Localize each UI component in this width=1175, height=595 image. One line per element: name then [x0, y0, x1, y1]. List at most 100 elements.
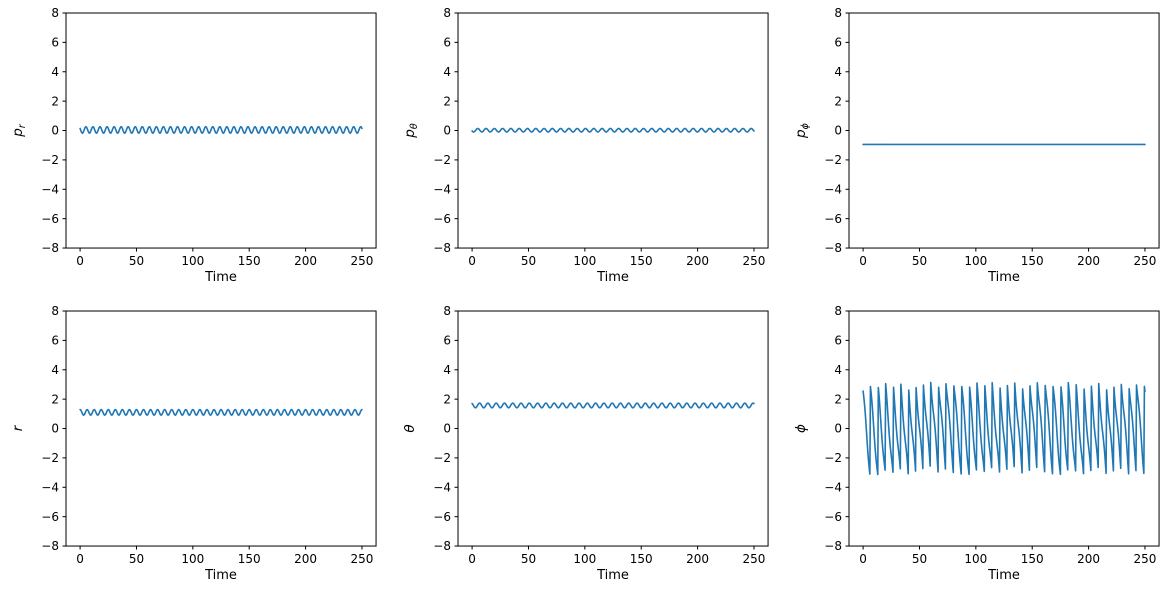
y-tick-label: 8 [51, 6, 59, 20]
y-tick-label: −2 [433, 153, 451, 167]
axes-frame [848, 12, 1160, 249]
x-tick-label: 150 [238, 552, 261, 566]
x-tick-label: 250 [1134, 552, 1157, 566]
x-tick-label: 200 [686, 552, 709, 566]
x-tick-label: 200 [1077, 254, 1100, 268]
y-tick-label: 6 [443, 333, 451, 347]
y-tick-label: 6 [835, 333, 843, 347]
y-axis-label: pθ [402, 123, 420, 139]
x-tick-label: 0 [468, 254, 476, 268]
x-tick-label: 50 [520, 254, 535, 268]
y-tick-label: 0 [51, 124, 59, 138]
y-tick-label: 2 [51, 94, 59, 108]
y-tick-label: −6 [433, 509, 451, 523]
series-line-r [79, 408, 363, 416]
subplot-phi: −8 −6 −4 −2 0 2 4 6 8 0 50 100 150 200 250 Time ϕ [783, 298, 1175, 595]
y-tick-label: 2 [51, 392, 59, 406]
subplot-canvas-theta: −8 −6 −4 −2 0 2 4 6 8 0 50 100 150 200 250 Time θ [402, 304, 769, 583]
y-tick-label: −2 [825, 451, 843, 465]
x-tick-label: 250 [1134, 254, 1157, 268]
y-tick-label: 4 [835, 65, 843, 79]
y-tick-label: −4 [41, 182, 59, 196]
x-tick-label: 100 [965, 552, 988, 566]
x-tick-label: 0 [468, 552, 476, 566]
y-axis-label: θ [402, 424, 418, 432]
subplot-canvas-p_r: −8 −6 −4 −2 0 2 4 6 8 0 50 100 150 200 250 Time pr [10, 6, 377, 285]
axes-frame [65, 310, 377, 547]
x-axis-label: Time [596, 568, 629, 583]
y-tick-label: 6 [443, 36, 451, 50]
x-tick-label: 200 [294, 254, 317, 268]
y-tick-label: 4 [443, 363, 451, 377]
y-tick-label: −4 [433, 182, 451, 196]
y-tick-label: −8 [825, 241, 843, 255]
y-tick-label: 4 [51, 363, 59, 377]
subplot-p_phi: −8 −6 −4 −2 0 2 4 6 8 0 50 100 150 200 250 Time pϕ [783, 0, 1175, 298]
y-tick-label: 8 [443, 6, 451, 20]
y-tick-label: −8 [825, 539, 843, 553]
y-tick-label: 4 [835, 363, 843, 377]
axes-frame [457, 310, 769, 547]
y-tick-label: −8 [41, 539, 59, 553]
y-tick-label: −4 [825, 182, 843, 196]
y-axis-label: ϕ [793, 424, 809, 433]
x-tick-label: 150 [238, 254, 261, 268]
y-tick-label: 6 [51, 36, 59, 50]
y-tick-label: 8 [835, 304, 843, 318]
series-line-phi [862, 381, 1147, 475]
y-tick-label: −6 [825, 212, 843, 226]
x-axis-label: Time [596, 270, 629, 285]
x-tick-label: 100 [965, 254, 988, 268]
x-tick-label: 50 [912, 552, 927, 566]
y-tick-label: −6 [41, 509, 59, 523]
y-tick-label: 8 [443, 304, 451, 318]
x-tick-label: 50 [520, 552, 535, 566]
y-tick-label: −4 [41, 480, 59, 494]
x-tick-label: 200 [686, 254, 709, 268]
y-axis-label: r [10, 424, 26, 431]
y-tick-label: −2 [41, 153, 59, 167]
x-tick-label: 250 [351, 552, 374, 566]
y-tick-label: −2 [433, 451, 451, 465]
series-line-p_r [79, 125, 363, 134]
subplot-p_theta: −8 −6 −4 −2 0 2 4 6 8 0 50 100 150 200 250 Time pθ [392, 0, 784, 298]
x-tick-label: 250 [742, 254, 765, 268]
y-tick-label: −2 [41, 451, 59, 465]
y-tick-label: 2 [443, 392, 451, 406]
subplot-canvas-p_theta: −8 −6 −4 −2 0 2 4 6 8 0 50 100 150 200 250 Time pθ [402, 6, 769, 285]
x-tick-label: 0 [76, 254, 84, 268]
y-tick-label: −8 [433, 539, 451, 553]
x-tick-label: 50 [129, 552, 144, 566]
x-tick-label: 0 [76, 552, 84, 566]
y-tick-label: 8 [835, 6, 843, 20]
x-axis-label: Time [987, 270, 1020, 285]
x-tick-label: 100 [573, 254, 596, 268]
y-tick-label: 4 [443, 65, 451, 79]
x-axis-label: Time [204, 568, 237, 583]
y-tick-label: 4 [51, 65, 59, 79]
y-tick-label: 6 [51, 333, 59, 347]
y-tick-label: 2 [443, 94, 451, 108]
y-tick-label: 8 [51, 304, 59, 318]
x-axis-label: Time [204, 270, 237, 285]
y-tick-label: 0 [51, 421, 59, 435]
y-tick-label: −6 [41, 212, 59, 226]
y-tick-label: −8 [41, 241, 59, 255]
x-tick-label: 150 [629, 552, 652, 566]
x-tick-label: 100 [573, 552, 596, 566]
y-tick-label: 6 [835, 36, 843, 50]
y-tick-label: −8 [433, 241, 451, 255]
y-tick-label: 0 [443, 421, 451, 435]
x-tick-label: 0 [860, 254, 868, 268]
y-tick-label: 0 [835, 124, 843, 138]
x-tick-label: 0 [860, 552, 868, 566]
x-axis-label: Time [987, 568, 1020, 583]
y-axis-label: pr [10, 123, 28, 138]
x-tick-label: 150 [1021, 254, 1044, 268]
x-tick-label: 250 [742, 552, 765, 566]
y-tick-label: −2 [825, 153, 843, 167]
x-tick-label: 50 [129, 254, 144, 268]
subplot-p_r: −8 −6 −4 −2 0 2 4 6 8 0 50 100 150 200 250 Time pr [0, 0, 392, 298]
series-line-theta [470, 401, 755, 409]
